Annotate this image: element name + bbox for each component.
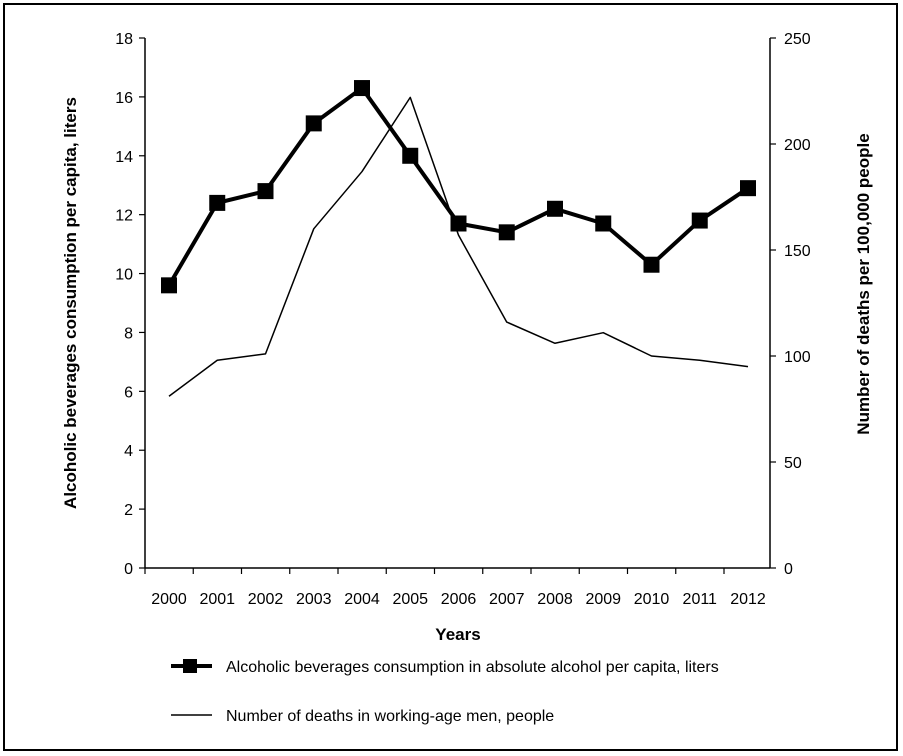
series-line-consumption: [167, 85, 750, 287]
legend-marker-consumption: [183, 659, 197, 673]
data-point-consumption: [209, 194, 226, 211]
data-point-consumption: [305, 115, 322, 132]
left-y-tick-label: 14: [115, 149, 133, 166]
data-point-consumption: [257, 183, 274, 200]
x-tick-label: 2006: [441, 591, 477, 608]
left-y-tick-label: 18: [115, 31, 133, 48]
right-y-tick-label: 150: [784, 243, 811, 260]
left-y-tick-label: 10: [115, 267, 133, 284]
data-point-consumption: [402, 147, 419, 164]
data-point-consumption: [498, 224, 515, 241]
x-tick-label: 2012: [730, 591, 766, 608]
ticks: 0 2 4 6 8 10 12 14 16 18 0 50 100 150 200 250 2000 2001 20…: [115, 31, 811, 608]
left-y-tick-label: 16: [115, 90, 133, 107]
data-point-consumption: [691, 212, 708, 229]
left-y-tick-label: 12: [115, 208, 133, 225]
data-point-consumption: [643, 256, 660, 273]
legend-label-consumption: Alcoholic beverages consumption in absol…: [226, 659, 719, 676]
left-y-tick-label: 2: [124, 502, 133, 519]
x-tick-label: 2007: [489, 591, 525, 608]
axes: [144, 38, 771, 569]
right-y-tick-label: 0: [784, 561, 793, 578]
right-y-tick-label: 50: [784, 455, 802, 472]
left-y-tick-label: 4: [124, 443, 133, 460]
data-point-consumption: [354, 80, 370, 97]
series-line-deaths: [168, 96, 749, 397]
legend-label-deaths: Number of deaths in working-age men, peo…: [226, 708, 554, 725]
legend-item-consumption: Alcoholic beverages consumption in absol…: [171, 659, 719, 676]
x-tick-label: 2005: [392, 591, 428, 608]
data-point-consumption: [740, 180, 756, 197]
left-axis-title: Alcoholic beverages consumption per capi…: [61, 97, 80, 509]
left-y-tick-label: 8: [124, 325, 133, 342]
x-tick-label: 2003: [296, 591, 332, 608]
data-point-consumption: [595, 215, 612, 232]
x-tick-label: 2009: [585, 591, 621, 608]
x-tick-label: 2008: [537, 591, 573, 608]
x-tick-label: 2000: [151, 591, 187, 608]
x-tick-label: 2002: [248, 591, 284, 608]
left-y-tick-label: 0: [124, 561, 133, 578]
series: [161, 80, 756, 397]
x-tick-label: 2011: [683, 591, 718, 608]
x-axis-title: Years: [435, 625, 480, 644]
data-point-consumption: [161, 277, 177, 294]
chart-frame: [3, 3, 898, 751]
x-tick-label: 2010: [634, 591, 670, 608]
data-point-consumption: [547, 200, 563, 217]
right-axis-title: Number of deaths per 100,000 people: [854, 133, 873, 434]
right-y-tick-label: 100: [784, 349, 811, 366]
legend-item-deaths: Number of deaths in working-age men, peo…: [171, 708, 554, 725]
data-point-consumption: [450, 215, 467, 232]
right-y-tick-label: 200: [784, 137, 811, 154]
left-y-tick-label: 6: [124, 384, 133, 401]
x-tick-label: 2004: [344, 591, 380, 608]
legend: Alcoholic beverages consumption in absol…: [171, 659, 719, 725]
right-y-tick-label: 250: [784, 31, 811, 48]
x-tick-label: 2001: [199, 591, 235, 608]
